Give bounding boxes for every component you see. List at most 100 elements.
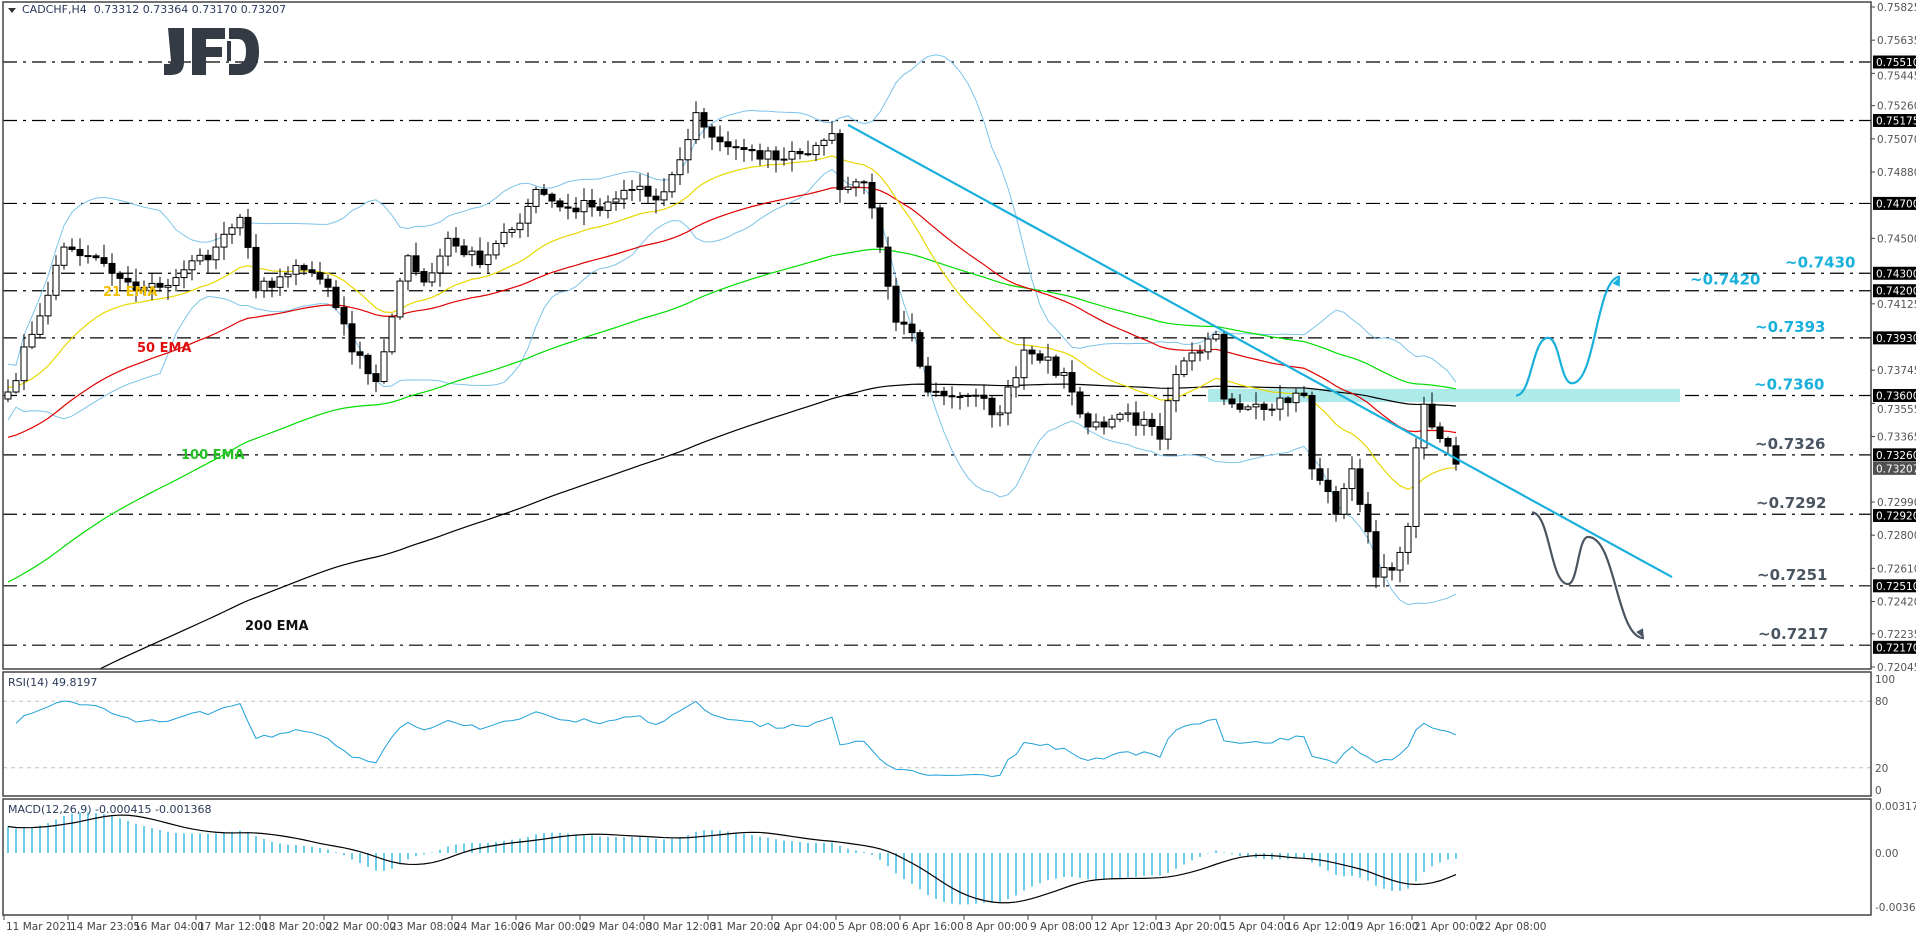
level-price-tag	[1873, 113, 1916, 127]
bollinger-upper-line	[7, 54, 1457, 383]
time-tick-label: 22 Apr 08:00	[1478, 921, 1546, 933]
candle-bull	[228, 227, 236, 235]
level-label: ~0.7217	[1758, 625, 1828, 643]
candle-bull	[956, 395, 964, 398]
candle-bear	[1372, 531, 1380, 578]
price-tick-label: 0.75635	[1877, 35, 1916, 47]
candle-bull	[620, 189, 628, 200]
level-label: ~0.7420	[1690, 271, 1760, 289]
candle-bear	[700, 112, 708, 128]
subwindows	[3, 700, 1871, 905]
candle-bear	[804, 153, 812, 156]
candle-bear	[1308, 394, 1316, 470]
candle-bull	[1012, 377, 1020, 388]
candle-bull	[788, 150, 796, 160]
candle-bull	[4, 391, 12, 400]
time-tick-label: 23 Mar 08:00	[390, 921, 460, 933]
level-price-tag-label: 0.74700	[1876, 198, 1916, 210]
time-tick-label: 8 Apr 00:00	[966, 921, 1028, 933]
candle-bull	[1348, 468, 1356, 490]
candle-bear	[460, 245, 468, 256]
candle-bear	[1156, 426, 1164, 440]
level-price-tag	[1873, 640, 1916, 654]
panel-frames	[2, 1, 1872, 916]
candle-bull	[964, 394, 972, 397]
candle-bull	[1212, 333, 1220, 340]
candle-bull	[1116, 413, 1124, 420]
level-label: ~0.7360	[1754, 375, 1824, 393]
candle-bull	[148, 282, 156, 288]
time-tick-label: 30 Mar 12:00	[646, 921, 716, 933]
candle-bear	[1444, 438, 1452, 447]
candle-bull	[444, 237, 452, 257]
candle-bear	[1052, 356, 1060, 376]
price-tick-label: 0.72235	[1877, 629, 1916, 641]
level-price-tag	[1873, 331, 1916, 345]
candle-bear	[1068, 372, 1076, 393]
logo-letter-d	[229, 28, 259, 75]
candle-bull	[820, 139, 828, 146]
candle-bull	[676, 159, 684, 176]
candle-bull	[1268, 408, 1276, 411]
candle-bear	[1100, 421, 1108, 428]
candle-bull	[1196, 351, 1204, 354]
candle-bull	[1412, 447, 1420, 527]
candle-bear	[796, 150, 804, 155]
ema21-line	[7, 155, 1457, 491]
candle-bear	[1300, 392, 1308, 396]
candle-bear	[876, 207, 884, 248]
bollinger-lower-line	[7, 168, 1457, 606]
candle-bull	[284, 273, 292, 278]
dropdown-triangle-icon[interactable]	[8, 7, 16, 13]
candle-bull	[1180, 360, 1188, 376]
ema-label: 200 EMA	[245, 619, 309, 634]
price-tick-label: 0.72045	[1877, 662, 1916, 674]
candle-bull	[684, 139, 692, 161]
candle-bear	[452, 237, 460, 247]
candle-bull	[500, 231, 508, 244]
level-lines	[3, 61, 1871, 646]
candle-bear	[308, 269, 316, 274]
candle-bear	[1148, 418, 1156, 428]
candle-bear	[68, 246, 76, 250]
candle-bear	[348, 323, 356, 353]
macd-tick-label: 0.00	[1875, 848, 1898, 860]
jfd-logo	[164, 28, 259, 75]
candle-bear	[124, 277, 132, 283]
ema50-line	[7, 186, 1457, 438]
candle-bear	[708, 126, 716, 138]
level-price-tag-label: 0.72170	[1876, 642, 1916, 654]
price-tick-label: 0.74125	[1877, 299, 1916, 311]
candle-bear	[748, 149, 756, 152]
candle-bull	[164, 284, 172, 288]
candle-bull	[492, 242, 500, 256]
candle-bull	[1124, 412, 1132, 415]
candle-bull	[604, 201, 612, 211]
candle-bull	[1420, 403, 1428, 449]
ema-label: 50 EMA	[137, 341, 192, 356]
candle-bear	[1324, 479, 1332, 493]
candle-bear	[596, 206, 604, 211]
candle-bull	[1060, 372, 1068, 376]
candle-bull	[828, 133, 836, 141]
candle-bull	[172, 277, 180, 286]
logo-letter-f	[192, 28, 225, 75]
candle-bull	[660, 191, 668, 201]
candle-bear	[724, 141, 732, 148]
candle-bull	[28, 333, 36, 348]
candle-bear	[1428, 403, 1436, 428]
bullish-scenario-path	[1515, 275, 1621, 397]
candle-bull	[1244, 406, 1252, 410]
candle-bear	[1436, 426, 1444, 440]
candle-bull	[532, 188, 540, 207]
time-tick-label: 26 Mar 00:00	[518, 921, 588, 933]
candle-bear	[588, 199, 596, 208]
level-price-tag-label: 0.74200	[1876, 286, 1916, 298]
candle-bear	[924, 365, 932, 393]
time-tick-label: 18 Mar 20:00	[262, 921, 332, 933]
